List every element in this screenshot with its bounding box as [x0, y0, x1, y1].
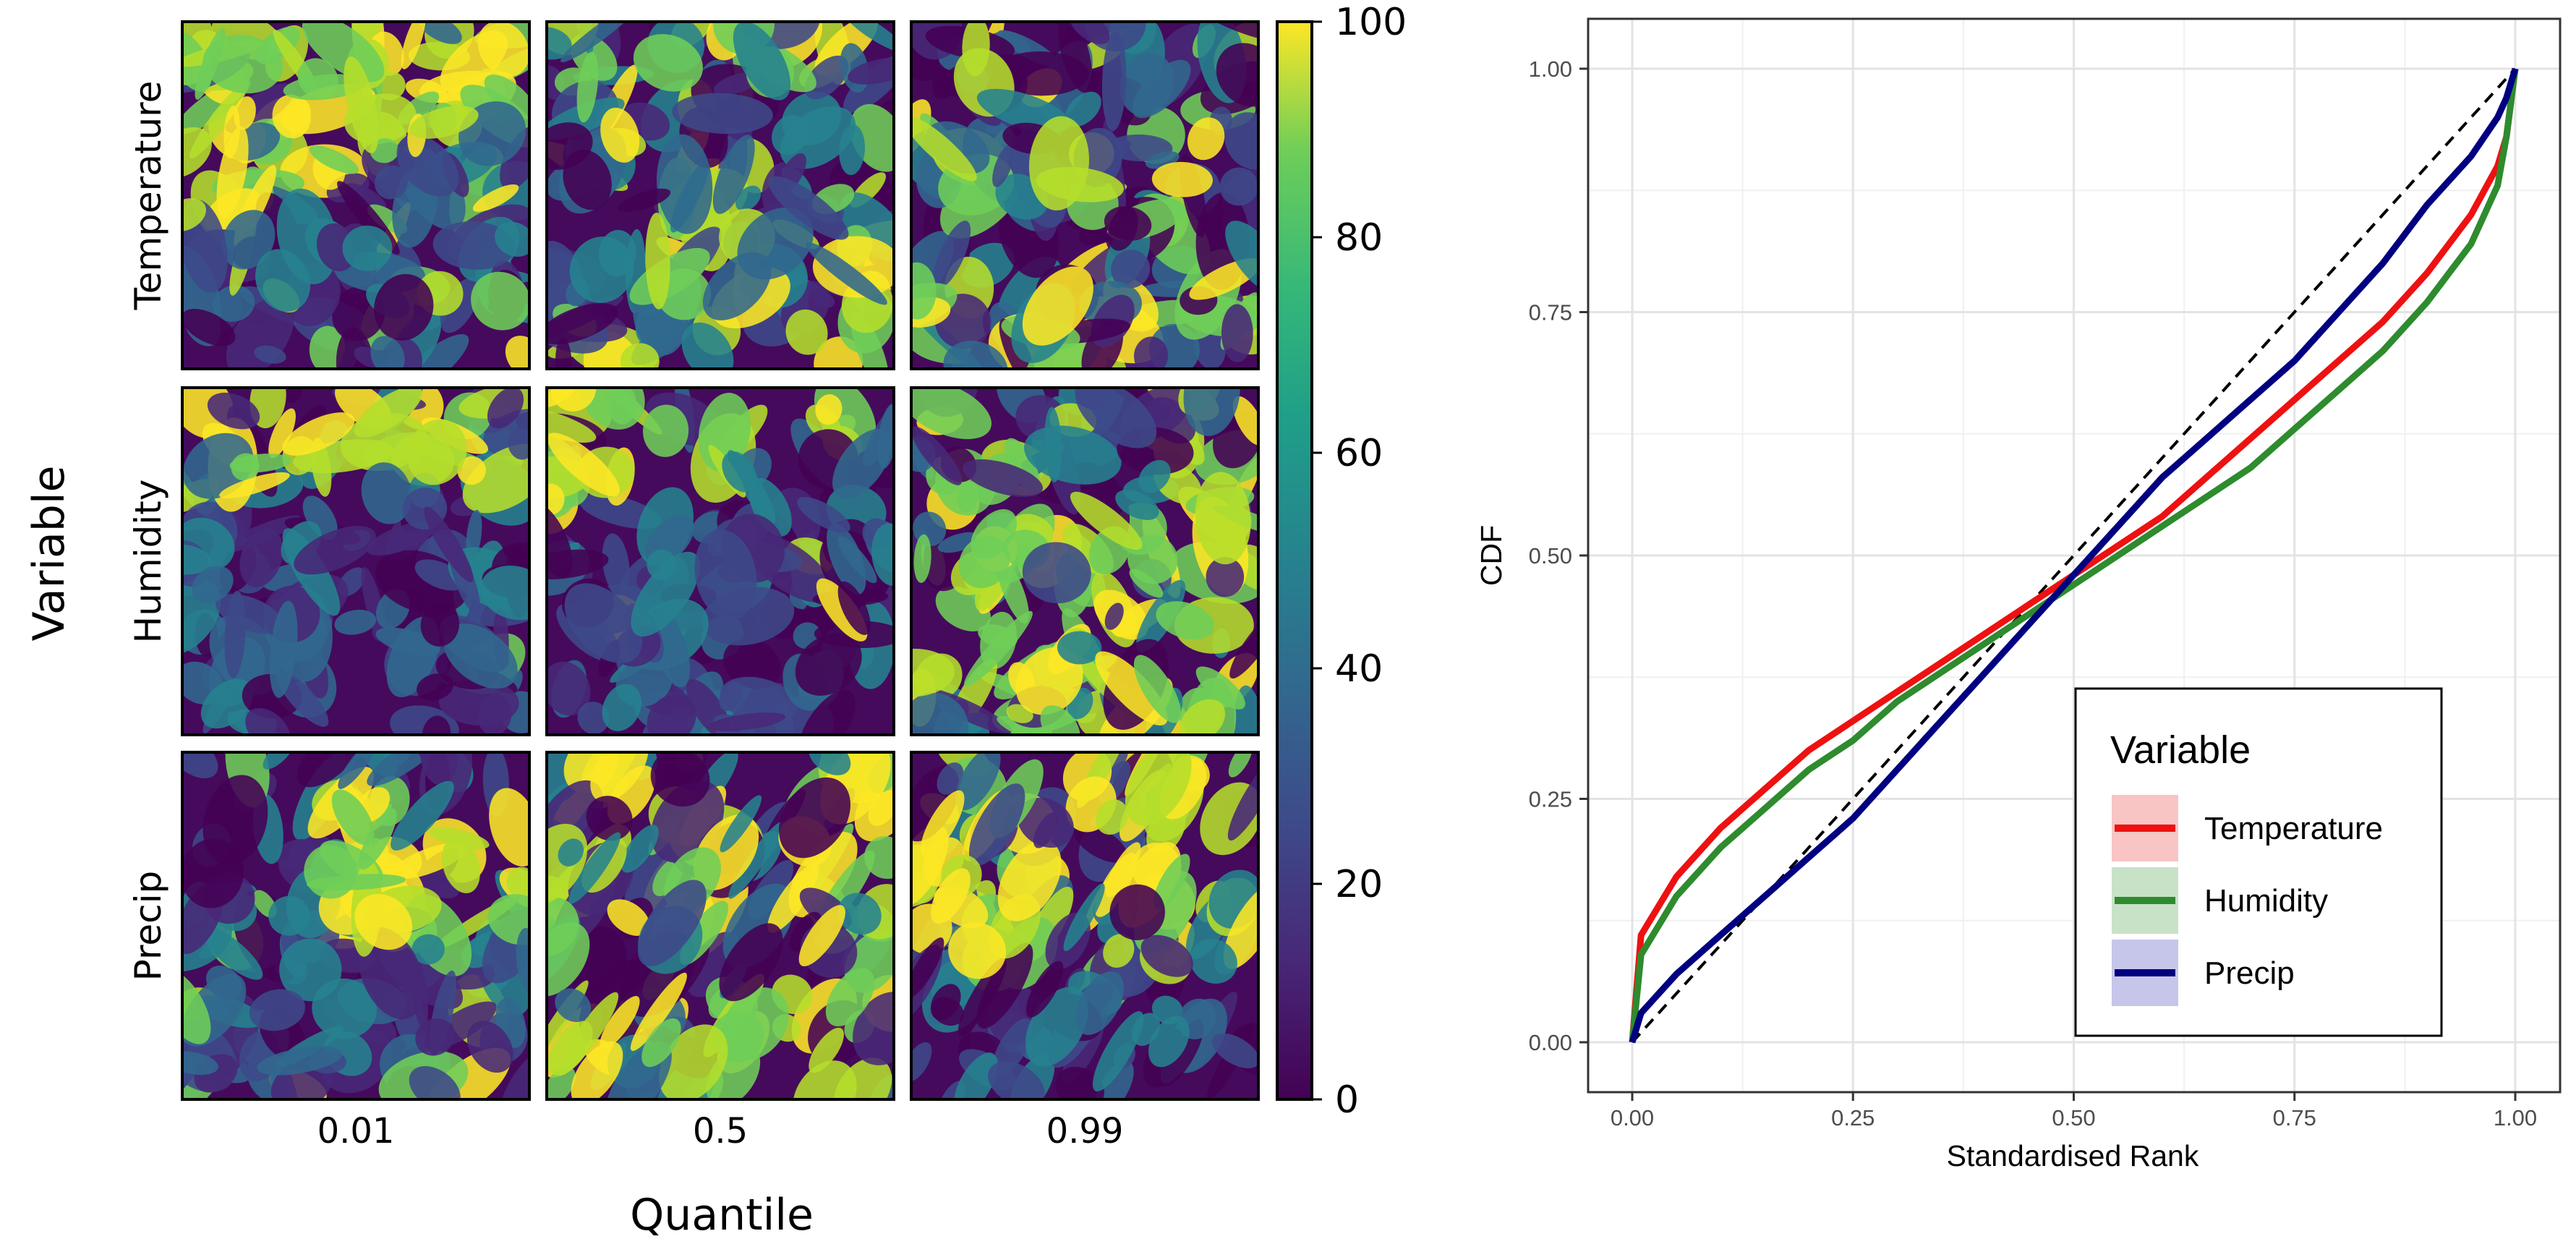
- heatmap-row-labels: Temperature Humidity Precip: [127, 81, 169, 981]
- heatmap-panel-frame: [545, 751, 895, 1101]
- heatmap-panel-precip-0_01: [182, 752, 529, 1099]
- heatmap-panel-humidity-0_01: [182, 388, 529, 735]
- heatmap-col-labels: 0.01 0.5 0.99: [317, 1111, 1124, 1151]
- heatmap-col-label: 0.01: [317, 1111, 395, 1151]
- colorbar-ticks: 0 20 40 60 80 100: [1312, 1, 1407, 1122]
- heatmap-panel-frame: [181, 20, 531, 370]
- cdf-x-ticks: 0.00 0.25 0.50 0.75 1.00: [1611, 1092, 2537, 1130]
- cdf-x-tick-label: 1.00: [2494, 1105, 2537, 1130]
- heatmap-panel-frame: [910, 20, 1260, 370]
- cdf-legend: Variable Temperature Humidity Precip: [2074, 687, 2443, 1037]
- cdf-y-ticks: 0.00 0.25 0.50 0.75 1.00: [1529, 56, 1588, 1055]
- colorbar-tick-label: 100: [1335, 1, 1407, 44]
- cdf-x-tick-label: 0.00: [1611, 1105, 1654, 1130]
- cdf-x-axis-label: Standardised Rank: [1947, 1139, 2199, 1172]
- cdf-y-tick-label: 1.00: [1529, 56, 1572, 82]
- cdf-series-line-humidity: [1629, 68, 2519, 1043]
- cdf-y-axis-label: CDF: [1475, 525, 1508, 586]
- colorbar-tick-label: 40: [1335, 647, 1383, 691]
- legend-label-precip: Precip: [2204, 955, 2295, 991]
- colorbar: 0 20 40 60 80 100: [1276, 1, 1407, 1122]
- colorbar-frame: [1276, 20, 1313, 1101]
- legend-label-humidity: Humidity: [2204, 883, 2328, 919]
- legend-label-temperature: Temperature: [2204, 811, 2383, 846]
- heatmap-grid: [181, 20, 1260, 1101]
- heatmap-panel-temperature-0_01: [182, 22, 529, 369]
- heatmap-y-axis-label: Variable: [24, 466, 74, 642]
- heatmap-panel-frame: [545, 386, 895, 736]
- heatmap-panel-frame: [545, 20, 895, 370]
- heatmap-panel-frame: [181, 751, 531, 1101]
- colorbar-gradient: [1277, 22, 1312, 1099]
- cdf-y-tick-label: 0.25: [1529, 787, 1572, 812]
- cdf-x-tick-label: 0.75: [2273, 1105, 2316, 1130]
- heatmap-panel-frame: [910, 386, 1260, 736]
- heatmap-row-label-precip: Precip: [127, 871, 169, 981]
- heatmap-col-label: 0.5: [693, 1111, 748, 1151]
- cdf-series-line-temperature: [1629, 68, 2519, 1043]
- cdf-y-tick-label: 0.50: [1529, 543, 1572, 568]
- legend-items: Temperature Humidity Precip: [2112, 795, 2383, 1006]
- heatmap-row-label-temperature: Temperature: [127, 81, 169, 311]
- cdf-y-tick-label: 0.00: [1529, 1030, 1572, 1055]
- heatmap-panel-frame: [910, 751, 1260, 1101]
- heatmap-x-axis-label: Quantile: [630, 1190, 814, 1240]
- heatmap-panel-temperature-0_5: [547, 22, 894, 369]
- colorbar-tick-label: 80: [1335, 216, 1383, 260]
- heatmap-panel-temperature-0_99: [911, 22, 1258, 369]
- heatmap-panel-precip-0_5: [547, 752, 894, 1099]
- cdf-y-tick-label: 0.75: [1529, 300, 1572, 325]
- heatmap-panel-precip-0_99: [911, 752, 1258, 1099]
- colorbar-tick-label: 20: [1335, 863, 1383, 906]
- cdf-series-line-precip: [1629, 67, 2519, 1044]
- heatmap-panel-frame: [181, 386, 531, 736]
- cdf-x-tick-label: 0.25: [1831, 1105, 1875, 1130]
- heatmap-row-label-humidity: Humidity: [127, 480, 169, 644]
- heatmap-panel-humidity-0_5: [547, 388, 894, 735]
- colorbar-tick-label: 60: [1335, 432, 1383, 475]
- heatmap-panel-humidity-0_99: [911, 388, 1258, 735]
- heatmap-col-label: 0.99: [1046, 1111, 1124, 1151]
- cdf-chart: 0.00 0.25 0.50 0.75 1.00 0.00 0.25 0.50 0.75 1.0…: [1475, 17, 2562, 1172]
- cdf-series: [1629, 67, 2519, 1044]
- colorbar-tick-label: 0: [1335, 1078, 1359, 1122]
- cdf-x-tick-label: 0.50: [2052, 1105, 2095, 1130]
- legend-title: Variable: [2110, 728, 2251, 772]
